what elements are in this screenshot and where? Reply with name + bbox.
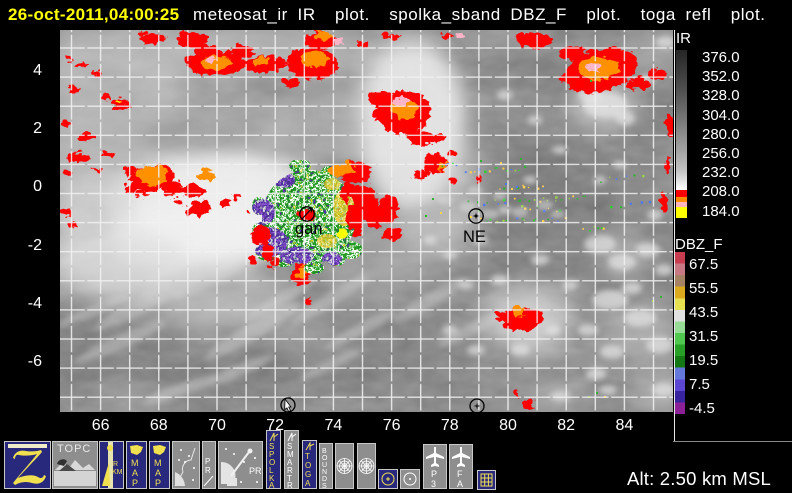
svg-text:A: A (155, 468, 161, 478)
svg-text:A: A (287, 458, 293, 467)
svg-text:A: A (305, 479, 311, 488)
svg-text:P: P (132, 478, 138, 488)
svg-text:P: P (205, 457, 210, 466)
svg-text:G: G (305, 470, 311, 479)
svg-text:P: P (431, 469, 437, 479)
svg-text:S: S (322, 483, 327, 488)
svg-text:R: R (255, 466, 262, 476)
svg-text:S: S (287, 442, 292, 451)
svg-text:A: A (457, 479, 463, 488)
svg-text:NE: NE (463, 228, 486, 246)
svg-text:R: R (205, 466, 211, 475)
svg-text:O: O (305, 461, 311, 470)
svg-text:gan: gan (295, 220, 323, 238)
svg-text:M: M (131, 458, 139, 468)
svg-text:P: P (269, 450, 274, 459)
svg-text:F: F (457, 469, 463, 479)
svg-text:T: T (305, 452, 310, 461)
svg-text:3: 3 (431, 479, 436, 488)
svg-text:M: M (287, 450, 294, 459)
svg-text:K: K (269, 474, 275, 483)
svg-text:D: D (322, 476, 327, 483)
svg-text:R: R (287, 481, 293, 488)
svg-text:R: R (113, 461, 118, 468)
svg-text:A: A (269, 481, 275, 488)
svg-text:KM: KM (112, 469, 123, 476)
svg-text:M: M (154, 458, 162, 468)
svg-text:P: P (249, 466, 255, 476)
svg-text:S: S (269, 442, 274, 451)
svg-text:U: U (322, 462, 327, 469)
svg-text:O: O (269, 458, 275, 467)
svg-text:T: T (287, 474, 292, 483)
svg-text:A: A (132, 468, 138, 478)
svg-text:B: B (322, 448, 327, 455)
svg-text:L: L (269, 466, 274, 475)
svg-text:R: R (287, 466, 293, 475)
svg-text:O: O (322, 455, 328, 462)
svg-text:P: P (155, 478, 161, 488)
svg-text:N: N (322, 469, 327, 476)
